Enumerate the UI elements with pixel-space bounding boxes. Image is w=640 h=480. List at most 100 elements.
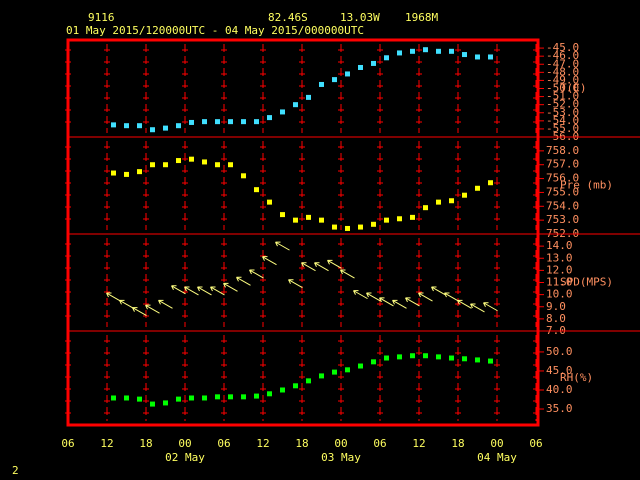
y-tick-label: 756.0 bbox=[546, 172, 579, 185]
wind-arrow-shape bbox=[262, 256, 277, 266]
data-point bbox=[137, 169, 142, 175]
wind-arrow-shape bbox=[171, 285, 186, 295]
wind-arrow bbox=[392, 299, 407, 309]
y-tick-label: 10.0 bbox=[546, 288, 573, 301]
data-point bbox=[150, 401, 155, 407]
panel-label: SPD(MPS) bbox=[560, 276, 613, 289]
latitude: 82.46S bbox=[268, 11, 308, 24]
data-point bbox=[475, 185, 480, 191]
wind-arrow bbox=[353, 290, 368, 300]
x-tick-label: 06 bbox=[373, 437, 386, 450]
data-point bbox=[397, 216, 402, 222]
data-point bbox=[345, 367, 350, 373]
y-tick-label: 753.0 bbox=[546, 213, 579, 226]
wind-arrow-shape bbox=[314, 262, 329, 272]
wind-arrow-shape bbox=[119, 299, 134, 309]
data-point bbox=[293, 383, 298, 389]
data-point bbox=[423, 47, 428, 53]
y-tick-label: -51.0 bbox=[546, 90, 579, 103]
y-tick-label: 755.0 bbox=[546, 185, 579, 198]
y-tick-label: -49.0 bbox=[546, 73, 579, 86]
wind-arrow bbox=[223, 282, 238, 292]
data-point bbox=[345, 225, 350, 231]
data-point bbox=[410, 353, 415, 359]
wind-arrow-shape bbox=[197, 286, 212, 296]
y-tick-label: 45.0 bbox=[546, 364, 573, 377]
data-point bbox=[345, 71, 350, 77]
data-point bbox=[176, 396, 181, 402]
data-point bbox=[254, 393, 259, 399]
x-tick-label: 00 bbox=[334, 437, 347, 450]
wind-arrow bbox=[171, 285, 186, 295]
wind-arrow-shape bbox=[366, 292, 381, 302]
data-point bbox=[423, 353, 428, 359]
data-point bbox=[137, 396, 142, 402]
data-point bbox=[397, 354, 402, 360]
data-point bbox=[124, 395, 129, 401]
data-point bbox=[475, 54, 480, 60]
y-tick-label: 14.0 bbox=[546, 239, 573, 252]
y-tick-label: -46.0 bbox=[546, 49, 579, 62]
data-point bbox=[228, 394, 233, 400]
data-point bbox=[423, 205, 428, 211]
x-tick-label: 18 bbox=[139, 437, 152, 450]
data-point bbox=[280, 387, 285, 393]
data-point bbox=[488, 54, 493, 60]
data-point bbox=[150, 162, 155, 168]
y-tick-label: 12.0 bbox=[546, 263, 573, 276]
wind-arrow-shape bbox=[379, 297, 394, 307]
data-point bbox=[358, 363, 363, 369]
longitude: 13.03W bbox=[340, 11, 380, 24]
data-point bbox=[111, 395, 116, 401]
wind-arrow bbox=[184, 286, 199, 296]
data-point bbox=[488, 358, 493, 364]
x-tick-label: 06 bbox=[217, 437, 230, 450]
wind-arrow-shape bbox=[483, 302, 498, 312]
wind-arrow bbox=[418, 292, 433, 302]
data-point bbox=[384, 55, 389, 61]
x-date-label: 03 May bbox=[321, 451, 361, 464]
x-tick-label: 12 bbox=[256, 437, 269, 450]
wind-arrow-shape bbox=[301, 262, 316, 272]
y-tick-label: -48.0 bbox=[546, 65, 579, 78]
data-point bbox=[215, 119, 220, 125]
data-point bbox=[176, 158, 181, 164]
wind-arrow bbox=[262, 256, 277, 266]
data-point bbox=[319, 217, 324, 223]
data-point bbox=[254, 187, 259, 193]
y-tick-label: 757.0 bbox=[546, 158, 579, 171]
wind-arrow-shape bbox=[184, 286, 199, 296]
data-point bbox=[189, 156, 194, 162]
wind-arrow bbox=[470, 303, 485, 313]
wind-arrow bbox=[314, 262, 329, 272]
y-tick-label: -53.0 bbox=[546, 106, 579, 119]
page-number: 2 bbox=[12, 464, 19, 477]
wind-arrow bbox=[301, 262, 316, 272]
data-point bbox=[371, 359, 376, 365]
wind-arrow-shape bbox=[158, 299, 173, 309]
x-date-label: 02 May bbox=[165, 451, 205, 464]
data-point bbox=[358, 64, 363, 70]
wind-arrow-shape bbox=[470, 303, 485, 313]
y-tick-label: 40.0 bbox=[546, 383, 573, 396]
wind-arrow bbox=[236, 276, 251, 286]
x-tick-label: 06 bbox=[61, 437, 74, 450]
data-point bbox=[358, 224, 363, 230]
wind-arrow bbox=[197, 286, 212, 296]
wind-arrow-shape bbox=[418, 292, 433, 302]
data-point bbox=[319, 373, 324, 379]
data-point bbox=[332, 369, 337, 375]
data-point bbox=[215, 394, 220, 400]
data-point bbox=[111, 170, 116, 176]
data-point bbox=[293, 217, 298, 223]
data-point bbox=[449, 48, 454, 54]
data-point bbox=[163, 400, 168, 406]
data-point bbox=[111, 122, 116, 128]
wind-arrow bbox=[340, 269, 355, 279]
data-point bbox=[384, 355, 389, 361]
data-point bbox=[150, 127, 155, 133]
wind-arrow bbox=[366, 292, 381, 302]
x-tick-label: 12 bbox=[100, 437, 113, 450]
wind-arrow bbox=[288, 279, 303, 289]
